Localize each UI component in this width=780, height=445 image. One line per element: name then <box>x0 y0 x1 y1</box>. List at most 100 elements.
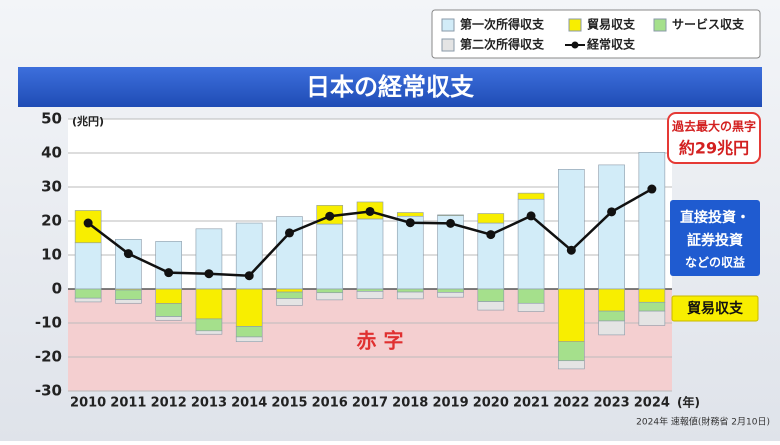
bar <box>598 164 625 290</box>
bar <box>517 288 545 304</box>
bar <box>155 316 182 321</box>
x-tick-label: 2011 <box>110 396 146 411</box>
bar <box>155 288 182 304</box>
x-tick-label: 2023 <box>594 396 630 411</box>
callout-box <box>667 112 761 164</box>
bar <box>155 241 182 290</box>
line-point <box>164 268 174 278</box>
x-tick-label: 2013 <box>191 396 227 411</box>
line-point <box>446 218 456 228</box>
bar <box>276 216 303 290</box>
bar <box>115 299 142 304</box>
bar <box>276 291 303 299</box>
legend-swatch <box>568 18 582 32</box>
legend-label: サービス収支 <box>672 17 745 32</box>
y-tick-label: 50 <box>41 110 62 128</box>
bar <box>598 288 625 312</box>
y-tick-label: 30 <box>41 178 62 196</box>
bar <box>477 288 505 302</box>
bar <box>74 297 102 303</box>
bar <box>235 336 263 343</box>
bar <box>638 310 666 326</box>
bar <box>437 292 464 298</box>
bar <box>638 152 666 290</box>
bar <box>74 242 102 290</box>
bar <box>155 303 182 317</box>
line-point <box>566 245 576 255</box>
bar <box>356 288 384 292</box>
line-point <box>204 269 214 279</box>
bar <box>598 320 625 336</box>
bar <box>74 288 102 299</box>
trade-note: 貿易収支 <box>687 300 744 317</box>
x-tick-label: 2017 <box>352 396 388 411</box>
y-tick-label: 20 <box>41 212 62 230</box>
legend-label: 経常収支 <box>587 37 636 52</box>
bar <box>437 288 464 293</box>
line-point <box>123 249 133 259</box>
bar <box>276 288 303 293</box>
y-tick-label: -20 <box>35 348 62 366</box>
bar <box>276 298 303 306</box>
line-point <box>244 271 254 281</box>
line-point <box>647 184 657 194</box>
legend-box <box>431 9 761 59</box>
line-point <box>607 207 617 217</box>
note-text: 直接投資・ <box>680 209 750 226</box>
x-unit: (年) <box>677 395 700 410</box>
line-point <box>284 228 294 238</box>
bar <box>316 288 344 294</box>
line-point <box>526 211 536 221</box>
title-bar <box>18 67 762 107</box>
bar <box>396 212 424 217</box>
note-box <box>670 200 760 276</box>
x-tick-label: 2016 <box>312 396 348 411</box>
bar <box>316 223 344 290</box>
bar <box>638 288 666 303</box>
bar <box>558 169 585 290</box>
chart-title: 日本の経常収支 <box>306 73 475 101</box>
bar <box>235 326 263 338</box>
bar <box>437 214 464 216</box>
x-tick-label: 2022 <box>553 396 589 411</box>
x-tick-label: 2024 <box>634 396 670 411</box>
bar <box>517 302 545 312</box>
line-point <box>405 218 415 228</box>
bar <box>316 292 344 301</box>
legend-swatch <box>653 18 667 32</box>
bar <box>477 301 505 311</box>
bar <box>477 213 505 224</box>
bar <box>195 318 223 332</box>
x-tick-label: 2020 <box>473 396 509 411</box>
line-point <box>365 206 375 216</box>
footnote: 2024年 速報値(財務省 2月10日) <box>636 416 770 428</box>
x-tick-label: 2019 <box>432 396 468 411</box>
x-tick-label: 2021 <box>513 396 549 411</box>
note-text: 証券投資 <box>687 232 743 249</box>
x-tick-label: 2010 <box>70 396 106 411</box>
trade-note-box <box>671 295 759 322</box>
bar <box>195 228 223 290</box>
x-tick-label: 2012 <box>151 396 187 411</box>
y-tick-label: -30 <box>35 382 62 400</box>
y-tick-label: 10 <box>41 246 62 264</box>
legend-label: 第一次所得収支 <box>460 17 545 32</box>
legend-swatch <box>441 18 455 32</box>
bar <box>598 310 625 322</box>
bar <box>558 288 585 343</box>
bar <box>195 288 223 320</box>
line-point <box>83 218 93 228</box>
x-tick-label: 2018 <box>392 396 428 411</box>
y-tick-label: 0 <box>52 280 62 298</box>
bar <box>356 218 384 290</box>
y-tick-label: -10 <box>35 314 62 332</box>
bar <box>235 288 263 327</box>
bar <box>558 360 585 370</box>
deficit-label: 赤 字 <box>357 329 404 353</box>
callout-text: 過去最大の黒字 <box>671 119 756 134</box>
y-tick-label: 40 <box>41 144 62 162</box>
line-point <box>486 230 496 240</box>
bar <box>115 289 142 300</box>
legend-label: 貿易収支 <box>587 17 636 32</box>
